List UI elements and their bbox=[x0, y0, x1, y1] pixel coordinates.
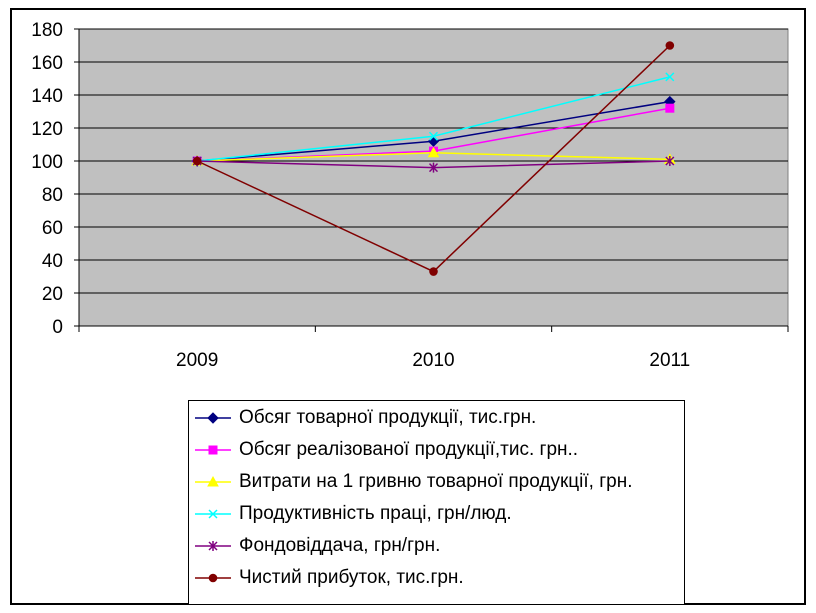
legend-swatch-graphic bbox=[195, 573, 231, 583]
data-point-s3-2010 bbox=[427, 146, 440, 158]
legend-item-4: Продуктивність праці, грн/люд. bbox=[189, 501, 512, 527]
data-point-s6-2011 bbox=[665, 41, 675, 50]
y-tick-label: 80 bbox=[42, 185, 63, 206]
data-point-s4-2011 bbox=[665, 72, 675, 82]
y-tick-label: 40 bbox=[42, 251, 63, 272]
legend-swatch bbox=[193, 533, 233, 559]
legend-label: Чистий прибуток, тис.грн. bbox=[239, 567, 464, 588]
data-point-s6-2010 bbox=[429, 267, 438, 276]
legend-marker bbox=[207, 475, 219, 487]
legend-swatch bbox=[193, 469, 233, 495]
legend-swatch-graphic bbox=[195, 541, 231, 551]
legend: Обсяг товарної продукції, тис.грн. Обсяг … bbox=[188, 400, 685, 605]
legend-swatch bbox=[193, 437, 233, 463]
y-tick-label: 60 bbox=[42, 218, 63, 239]
legend-swatch-graphic bbox=[195, 412, 231, 424]
legend-swatch-graphic bbox=[195, 475, 231, 487]
y-tick-label: 100 bbox=[31, 152, 63, 173]
y-tick-label: 120 bbox=[31, 119, 63, 140]
x-tick-label: 2009 bbox=[176, 350, 218, 371]
legend-item-6: Чистий прибуток, тис.грн. bbox=[189, 565, 464, 591]
legend-marker bbox=[208, 573, 218, 583]
legend-item-2: Обсяг реалізованої продукції,тис. грн.. bbox=[189, 437, 578, 463]
y-tick-label: 0 bbox=[52, 317, 63, 338]
x-tick-label: 2011 bbox=[649, 350, 690, 371]
legend-label: Обсяг товарної продукції, тис.грн. bbox=[239, 407, 537, 428]
legend-label: Продуктивність праці, грн/люд. bbox=[239, 503, 512, 524]
y-tick-label: 20 bbox=[42, 284, 63, 305]
y-tick-label: 160 bbox=[31, 53, 63, 74]
legend-item-1: Обсяг товарної продукції, тис.грн. bbox=[189, 405, 536, 431]
x-tick-label: 2010 bbox=[412, 350, 454, 371]
data-point-s5-2010 bbox=[428, 162, 439, 173]
legend-item-5: Фондовіддача, грн/грн. bbox=[189, 533, 440, 559]
data-point-s4-2010 bbox=[428, 131, 439, 141]
legend-label: Витрати на 1 гривню товарної продукції, … bbox=[239, 471, 633, 492]
legend-item-3: Витрати на 1 гривню товарної продукції, … bbox=[189, 469, 633, 495]
legend-swatch bbox=[193, 405, 233, 431]
legend-label: Фондовіддача, грн/грн. bbox=[239, 535, 441, 556]
legend-swatch bbox=[193, 501, 233, 527]
legend-swatch bbox=[193, 565, 233, 591]
legend-marker bbox=[208, 541, 218, 551]
legend-marker bbox=[208, 509, 218, 519]
legend-swatch-graphic bbox=[195, 445, 231, 455]
legend-marker bbox=[208, 445, 218, 455]
y-tick-label: 180 bbox=[31, 20, 63, 41]
data-point-s6-2009 bbox=[192, 156, 202, 166]
legend-marker bbox=[207, 412, 219, 424]
legend-label: Обсяг реалізованої продукції,тис. грн.. bbox=[239, 439, 579, 460]
legend-swatch-graphic bbox=[195, 509, 231, 519]
plot-area bbox=[78, 28, 789, 327]
data-point-s2-2011 bbox=[665, 103, 675, 113]
data-point-s5-2011 bbox=[665, 156, 675, 166]
y-tick-label: 140 bbox=[31, 86, 63, 107]
